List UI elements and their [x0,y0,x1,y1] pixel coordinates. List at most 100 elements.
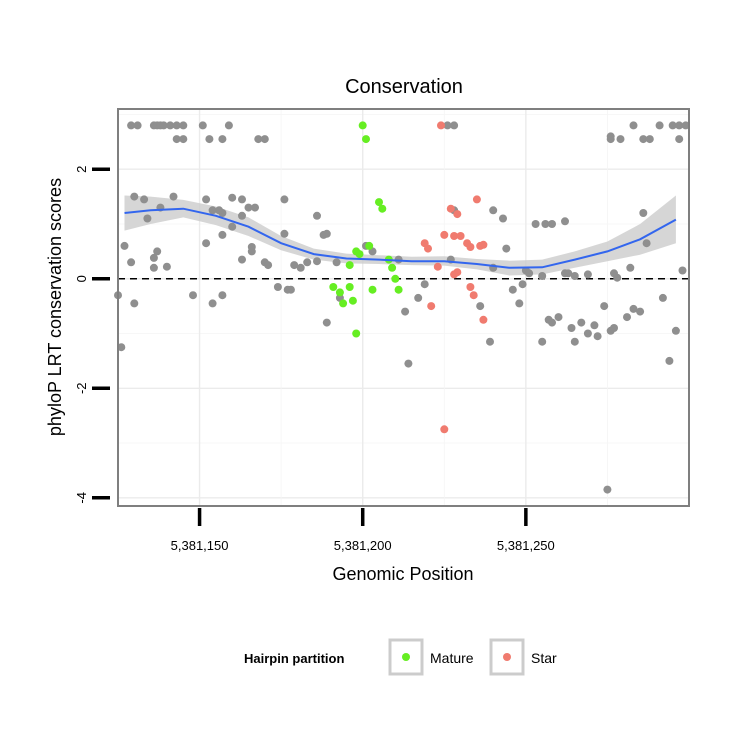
point-other [675,135,684,144]
point-other [486,337,494,346]
point-star [450,270,459,279]
point-other [322,318,331,327]
point-other [280,229,289,238]
point-other [133,121,142,130]
point-mature [391,274,400,283]
scatter-points [114,121,690,494]
point-other [420,280,429,289]
point-other [198,121,207,130]
legend-entry-mature: Mature [388,638,474,676]
chart-title: Conservation [345,76,463,98]
legend-label-mature: Mature [430,650,474,666]
point-other [610,324,618,332]
point-other [172,121,181,130]
point-star [453,210,462,219]
point-other [313,257,321,266]
point-other [162,262,171,271]
point-other [303,258,312,267]
point-other [238,195,246,204]
point-mature [345,283,354,291]
point-mature [368,285,377,294]
point-star [440,425,449,434]
point-mature [355,250,364,259]
panel-background [118,109,689,506]
point-other [675,121,684,130]
point-other [629,121,638,130]
point-other [280,195,289,204]
x-axis: 5,381,150 5,381,200 5,381,250 [171,508,555,553]
point-other [531,220,540,228]
point-other [247,243,256,251]
point-mature [348,296,357,305]
point-other [202,195,211,204]
point-mature [365,241,374,250]
point-other [583,270,592,279]
point-mature [394,285,403,294]
legend-key-star [489,638,525,676]
point-star [427,302,436,311]
legend: Hairpin partition Mature Star [244,638,557,676]
point-other [159,121,168,130]
point-other [570,272,579,280]
point-other [414,293,423,302]
point-other [613,273,622,282]
point-other [401,307,410,316]
point-other [678,266,687,275]
point-other [681,121,690,130]
plot-panel [114,108,690,507]
point-other [554,313,563,322]
point-other [143,214,152,223]
point-other [286,285,295,294]
point-other [508,285,517,294]
legend-swatch-mature [402,653,410,661]
point-other [228,222,237,231]
point-other [208,206,217,215]
point-other [296,263,305,272]
point-star [479,240,488,249]
y-tick-label: -2 [74,382,89,394]
point-other [218,135,227,144]
point-mature [358,121,367,130]
point-star [450,232,459,240]
point-other [639,135,648,144]
point-other [166,121,175,130]
point-other [179,135,188,144]
point-star [424,244,432,253]
y-axis: -4 -2 0 2 [74,166,110,504]
point-other [127,258,136,267]
point-other [130,192,139,201]
point-other [149,253,158,262]
point-other [502,244,511,253]
point-other [238,255,246,264]
point-other [130,299,139,308]
legend-swatch-star [503,653,511,661]
point-other [665,356,674,365]
point-other [593,332,602,341]
point-mature [345,261,354,270]
point-other [202,239,211,248]
point-star [469,291,478,300]
point-other [548,220,556,228]
point-star [437,121,445,130]
legend-label-star: Star [531,650,557,666]
point-other [639,209,648,217]
point-other [218,291,227,300]
point-other [499,214,507,223]
point-other [518,280,527,289]
legend-title: Hairpin partition [244,651,344,666]
point-mature [362,135,370,144]
point-other [668,121,677,130]
point-other [224,121,233,130]
x-tick-label: 5,381,200 [334,538,392,553]
point-other [636,307,645,316]
point-other [476,302,485,311]
point-star [456,232,465,240]
point-other [538,337,547,346]
point-other [218,230,227,239]
point-star [472,195,481,204]
y-tick-label: -4 [74,492,89,504]
point-other [603,485,612,494]
point-other [561,217,569,226]
point-other [570,337,579,346]
